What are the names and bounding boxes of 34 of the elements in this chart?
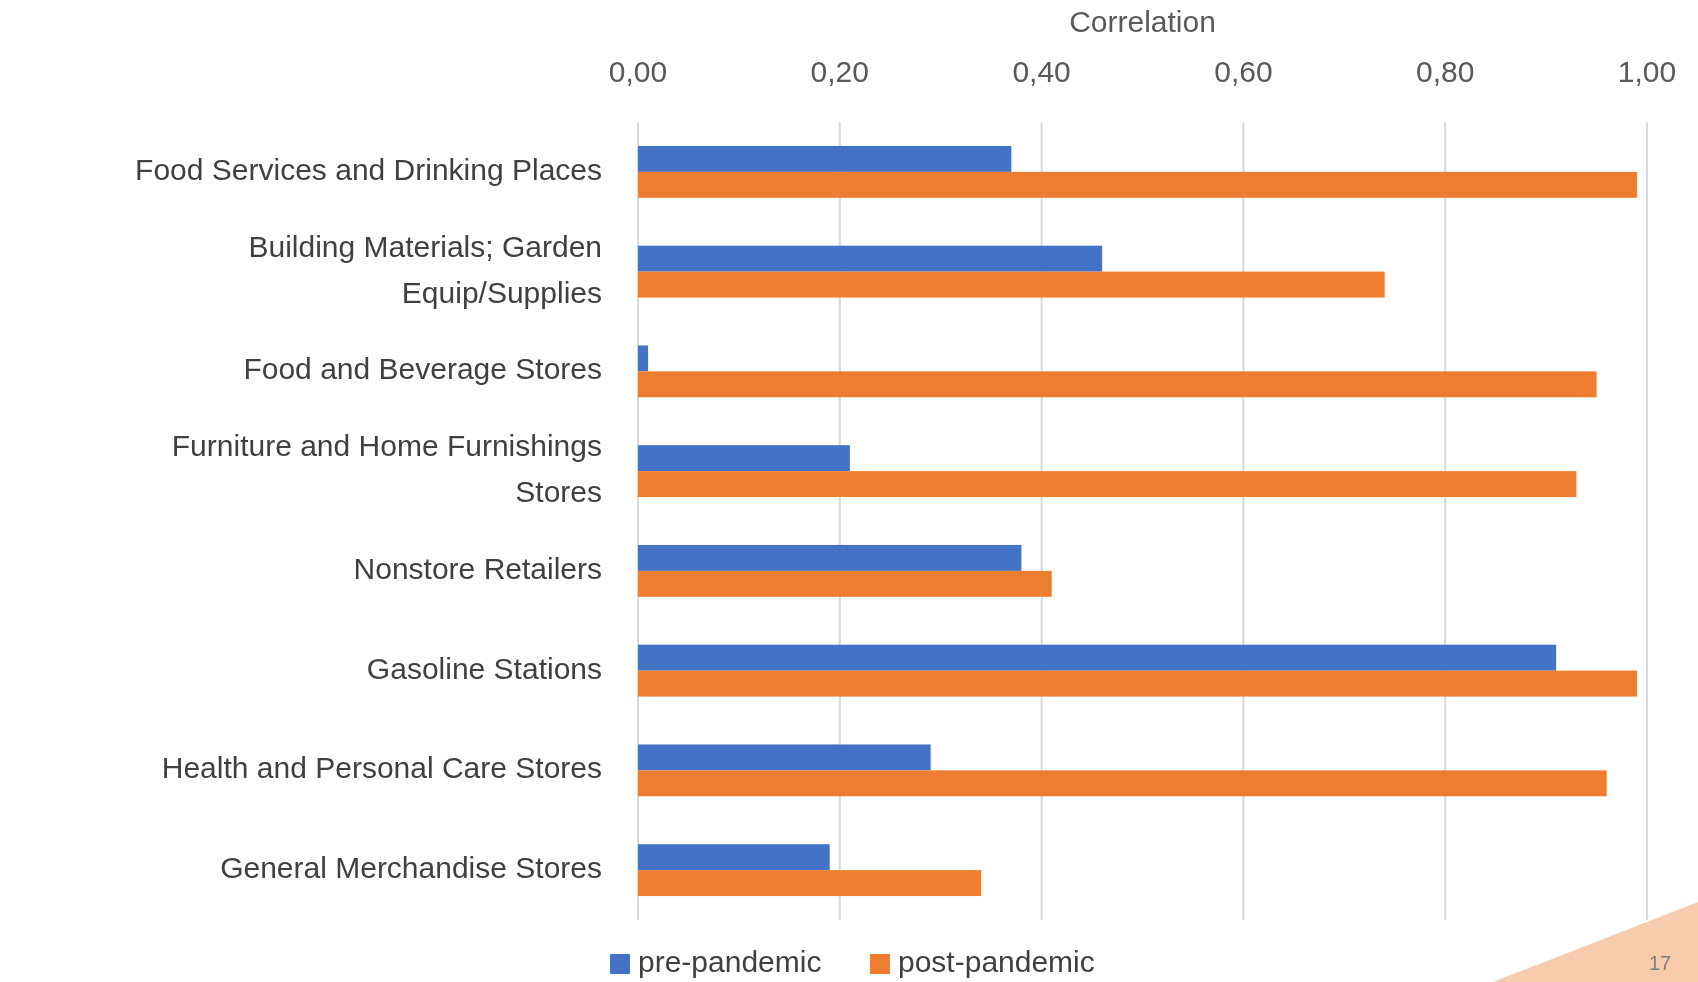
bar (638, 371, 1597, 398)
y-tick-label: Food and Beverage Stores (243, 352, 602, 386)
text: 17 (1648, 952, 1672, 974)
bar (638, 744, 931, 771)
bar (638, 770, 1607, 797)
x-tick-label: 1,00 (1617, 54, 1677, 88)
x-tick-label: 0,80 (1416, 54, 1475, 88)
bar (638, 544, 1022, 571)
y-tick-label: Furniture and Home Furnishings Stores (171, 429, 602, 509)
x-tick-label: 0,20 (810, 54, 869, 88)
y-tick-label: Nonstore Retailers (353, 551, 602, 585)
x-tick-label: 0,00 (608, 54, 668, 88)
bar (638, 345, 649, 372)
bar (638, 171, 1637, 198)
bar (638, 271, 1385, 298)
bar (638, 670, 1637, 697)
y-tick-label: Food Services and Drinking Places (135, 152, 602, 186)
bar (638, 844, 830, 871)
bar (638, 870, 982, 897)
y-tick-label: Health and Personal Care Stores (161, 751, 602, 785)
bar (638, 445, 850, 472)
y-tick-label: Gasoline Stations (366, 651, 602, 685)
y-tick-label: General Merchandise Stores (220, 851, 602, 885)
x-tick-label: 0,60 (1214, 54, 1273, 88)
x-axis-title: Correlation (1069, 4, 1216, 38)
bar (638, 644, 1557, 671)
bar (638, 245, 1103, 272)
y-tick-label: Building Materials; Garden Equip/Supplies (248, 229, 602, 309)
bar (638, 145, 1012, 172)
bar (638, 471, 1577, 498)
legend-label: pre-pandemic (638, 944, 822, 978)
legend-label: post-pandemic (898, 944, 1095, 978)
x-tick-label: 0,40 (1012, 54, 1071, 88)
bar (638, 570, 1052, 597)
